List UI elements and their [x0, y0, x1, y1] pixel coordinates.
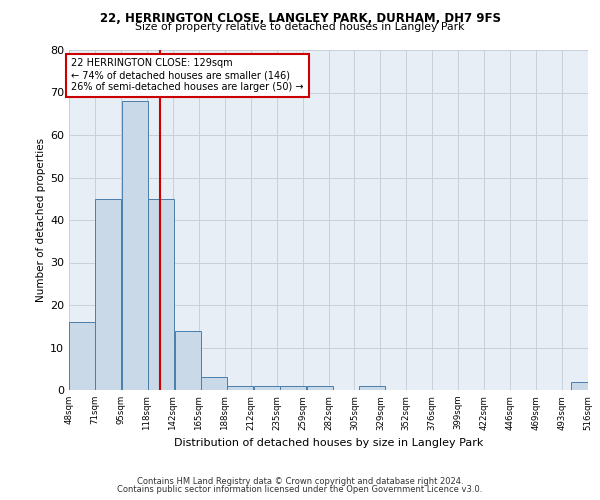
Bar [95, 198, 121, 390]
Bar [122, 101, 148, 390]
Bar [280, 386, 306, 390]
Text: Contains HM Land Registry data © Crown copyright and database right 2024.: Contains HM Land Registry data © Crown c… [137, 477, 463, 486]
Text: 22, HERRINGTON CLOSE, LANGLEY PARK, DURHAM, DH7 9FS: 22, HERRINGTON CLOSE, LANGLEY PARK, DURH… [100, 12, 500, 26]
Bar [201, 377, 227, 390]
Text: Size of property relative to detached houses in Langley Park: Size of property relative to detached ho… [135, 22, 465, 32]
X-axis label: Distribution of detached houses by size in Langley Park: Distribution of detached houses by size … [174, 438, 483, 448]
Text: Contains public sector information licensed under the Open Government Licence v3: Contains public sector information licen… [118, 484, 482, 494]
Text: 22 HERRINGTON CLOSE: 129sqm
← 74% of detached houses are smaller (146)
26% of se: 22 HERRINGTON CLOSE: 129sqm ← 74% of det… [71, 58, 304, 92]
Y-axis label: Number of detached properties: Number of detached properties [36, 138, 46, 302]
Bar [254, 386, 280, 390]
Bar [307, 386, 333, 390]
Bar [359, 386, 385, 390]
Bar [571, 382, 597, 390]
Bar [148, 198, 174, 390]
Bar [175, 330, 201, 390]
Bar [69, 322, 95, 390]
Bar [227, 386, 253, 390]
